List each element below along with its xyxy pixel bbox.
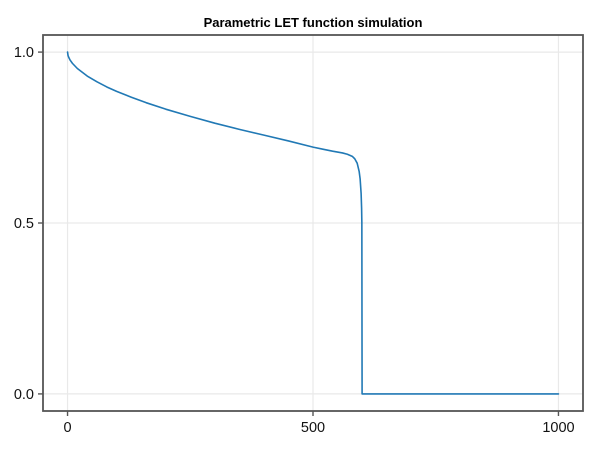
y-tick-label: 1.0 (14, 45, 34, 61)
y-tick-label: 0.0 (14, 387, 34, 403)
x-tick-label: 0 (64, 420, 72, 436)
series-line (66, 51, 560, 395)
axis-ticks (38, 51, 560, 416)
x-tick-label: 1000 (542, 420, 574, 436)
tick-labels: 0 500 1000 0.0 0.5 1.0 (14, 45, 575, 436)
plot-border (42, 34, 584, 412)
y-tick-label: 0.5 (14, 216, 34, 232)
gridlines (43, 35, 583, 411)
x-tick-label: 500 (301, 420, 325, 436)
series-group (66, 51, 560, 395)
chart-title: Parametric LET function simulation (204, 15, 423, 30)
